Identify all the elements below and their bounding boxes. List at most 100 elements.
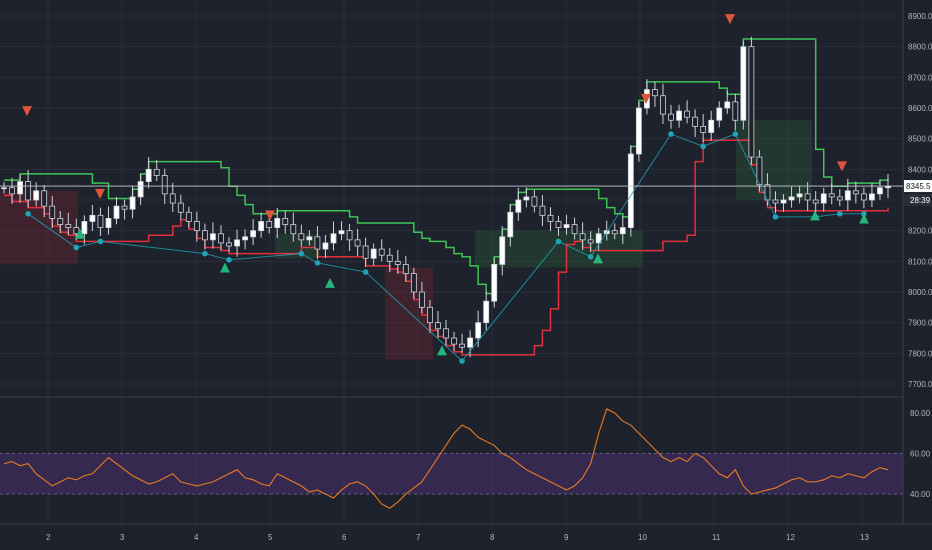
time-tick-label: 11 bbox=[712, 533, 721, 542]
price-tick-label: 8500.0 bbox=[908, 135, 932, 144]
buy-signal-triangle bbox=[75, 228, 85, 239]
candle-body bbox=[33, 190, 40, 201]
candle-body bbox=[338, 230, 345, 235]
candle-body bbox=[169, 193, 176, 204]
candle-body bbox=[202, 230, 208, 241]
price-candles bbox=[1, 36, 891, 358]
resistance-step-line bbox=[4, 38, 889, 295]
sell-signal-triangle bbox=[265, 210, 275, 221]
time-tick-label: 8 bbox=[490, 533, 495, 542]
candle-body bbox=[57, 217, 64, 225]
candle-body bbox=[17, 181, 23, 195]
candle-body bbox=[153, 168, 160, 176]
time-tick-label: 2 bbox=[46, 533, 51, 542]
candle-body bbox=[306, 236, 313, 241]
buy-signal-triangle bbox=[859, 213, 869, 224]
candle-body bbox=[467, 337, 474, 348]
candle-body bbox=[820, 193, 827, 204]
time-tick-label: 12 bbox=[786, 533, 795, 542]
sell-signal-triangle bbox=[22, 106, 32, 117]
candle-body bbox=[298, 233, 305, 241]
time-axis: 2 3 4 5 6 7 8 9 10 11 12 13 bbox=[46, 533, 869, 542]
candle-body bbox=[844, 190, 851, 201]
candle-body bbox=[65, 224, 72, 229]
candle-body bbox=[611, 230, 618, 235]
candle-body bbox=[370, 248, 377, 259]
candle-body bbox=[483, 300, 490, 324]
candle-body bbox=[828, 193, 835, 198]
candle-body bbox=[81, 221, 88, 235]
candle-body bbox=[97, 214, 104, 228]
price-tick-label: 8000.0 bbox=[908, 288, 932, 297]
candle-body bbox=[700, 126, 707, 133]
sell-signal-triangle bbox=[837, 161, 847, 172]
range-zone bbox=[0, 190, 78, 265]
candle-body bbox=[732, 101, 739, 121]
candle-body bbox=[724, 101, 731, 109]
candle-body bbox=[619, 227, 626, 235]
candle-body bbox=[748, 46, 755, 158]
candle-body bbox=[860, 193, 867, 201]
candle-body bbox=[852, 190, 859, 195]
candle-body bbox=[668, 113, 674, 121]
oscillator-axis: 40.00 60.00 80.00 bbox=[910, 409, 931, 499]
countdown-tag-bg bbox=[904, 194, 932, 207]
candle-body bbox=[780, 199, 787, 204]
oscillator-tick-label: 40.00 bbox=[910, 490, 931, 499]
candle-body bbox=[716, 107, 723, 121]
candle-body bbox=[177, 202, 184, 213]
rsi-line bbox=[3, 408, 889, 509]
candle-body bbox=[330, 233, 337, 244]
candle-body bbox=[555, 221, 562, 228]
candle-body bbox=[788, 196, 795, 201]
candle-body bbox=[121, 205, 128, 210]
candle-body bbox=[507, 211, 514, 238]
candle-body bbox=[378, 248, 385, 256]
range-zone bbox=[736, 120, 812, 200]
candle-body bbox=[402, 263, 409, 274]
signal-markers bbox=[22, 14, 869, 364]
candle-body bbox=[427, 306, 433, 324]
candle-body bbox=[627, 153, 634, 228]
price-tick-label: 7900.0 bbox=[908, 319, 932, 328]
candle-body bbox=[443, 328, 449, 339]
candle-body bbox=[571, 224, 578, 235]
candle-body bbox=[137, 181, 144, 198]
candle-body bbox=[547, 214, 554, 222]
last-price-label: 8345.5 bbox=[906, 182, 931, 191]
buy-signal-triangle bbox=[437, 345, 447, 356]
rsi-band bbox=[0, 453, 903, 495]
candle-body bbox=[266, 221, 273, 228]
candle-body bbox=[523, 196, 530, 201]
candle-body bbox=[676, 110, 682, 121]
candle-body bbox=[185, 211, 192, 222]
price-tick-label: 7800.0 bbox=[908, 349, 932, 358]
time-tick-label: 10 bbox=[638, 533, 647, 542]
candle-body bbox=[515, 199, 522, 213]
candle-body bbox=[869, 193, 875, 201]
candle-body bbox=[595, 233, 602, 244]
candle-body bbox=[226, 242, 232, 247]
candle-body bbox=[290, 224, 297, 235]
buy-signal-triangle bbox=[593, 253, 603, 264]
candle-body bbox=[282, 217, 289, 225]
candle-body bbox=[563, 224, 570, 229]
candle-body bbox=[877, 187, 883, 195]
candle-body bbox=[394, 260, 401, 265]
candle-body bbox=[459, 343, 465, 348]
candle-body bbox=[234, 239, 240, 247]
candle-body bbox=[354, 239, 361, 247]
candle-body bbox=[314, 236, 321, 250]
candle-body bbox=[451, 337, 457, 345]
candle-body bbox=[692, 116, 699, 127]
candle-body bbox=[161, 175, 168, 195]
candle-body bbox=[418, 291, 425, 308]
price-tick-label: 8400.0 bbox=[908, 165, 932, 174]
time-tick-label: 3 bbox=[120, 533, 125, 542]
candle-body bbox=[41, 190, 48, 207]
candle-body bbox=[708, 119, 715, 133]
candle-body bbox=[113, 205, 120, 219]
last-price-tag-bg bbox=[904, 180, 932, 193]
time-tick-label: 4 bbox=[194, 533, 199, 542]
